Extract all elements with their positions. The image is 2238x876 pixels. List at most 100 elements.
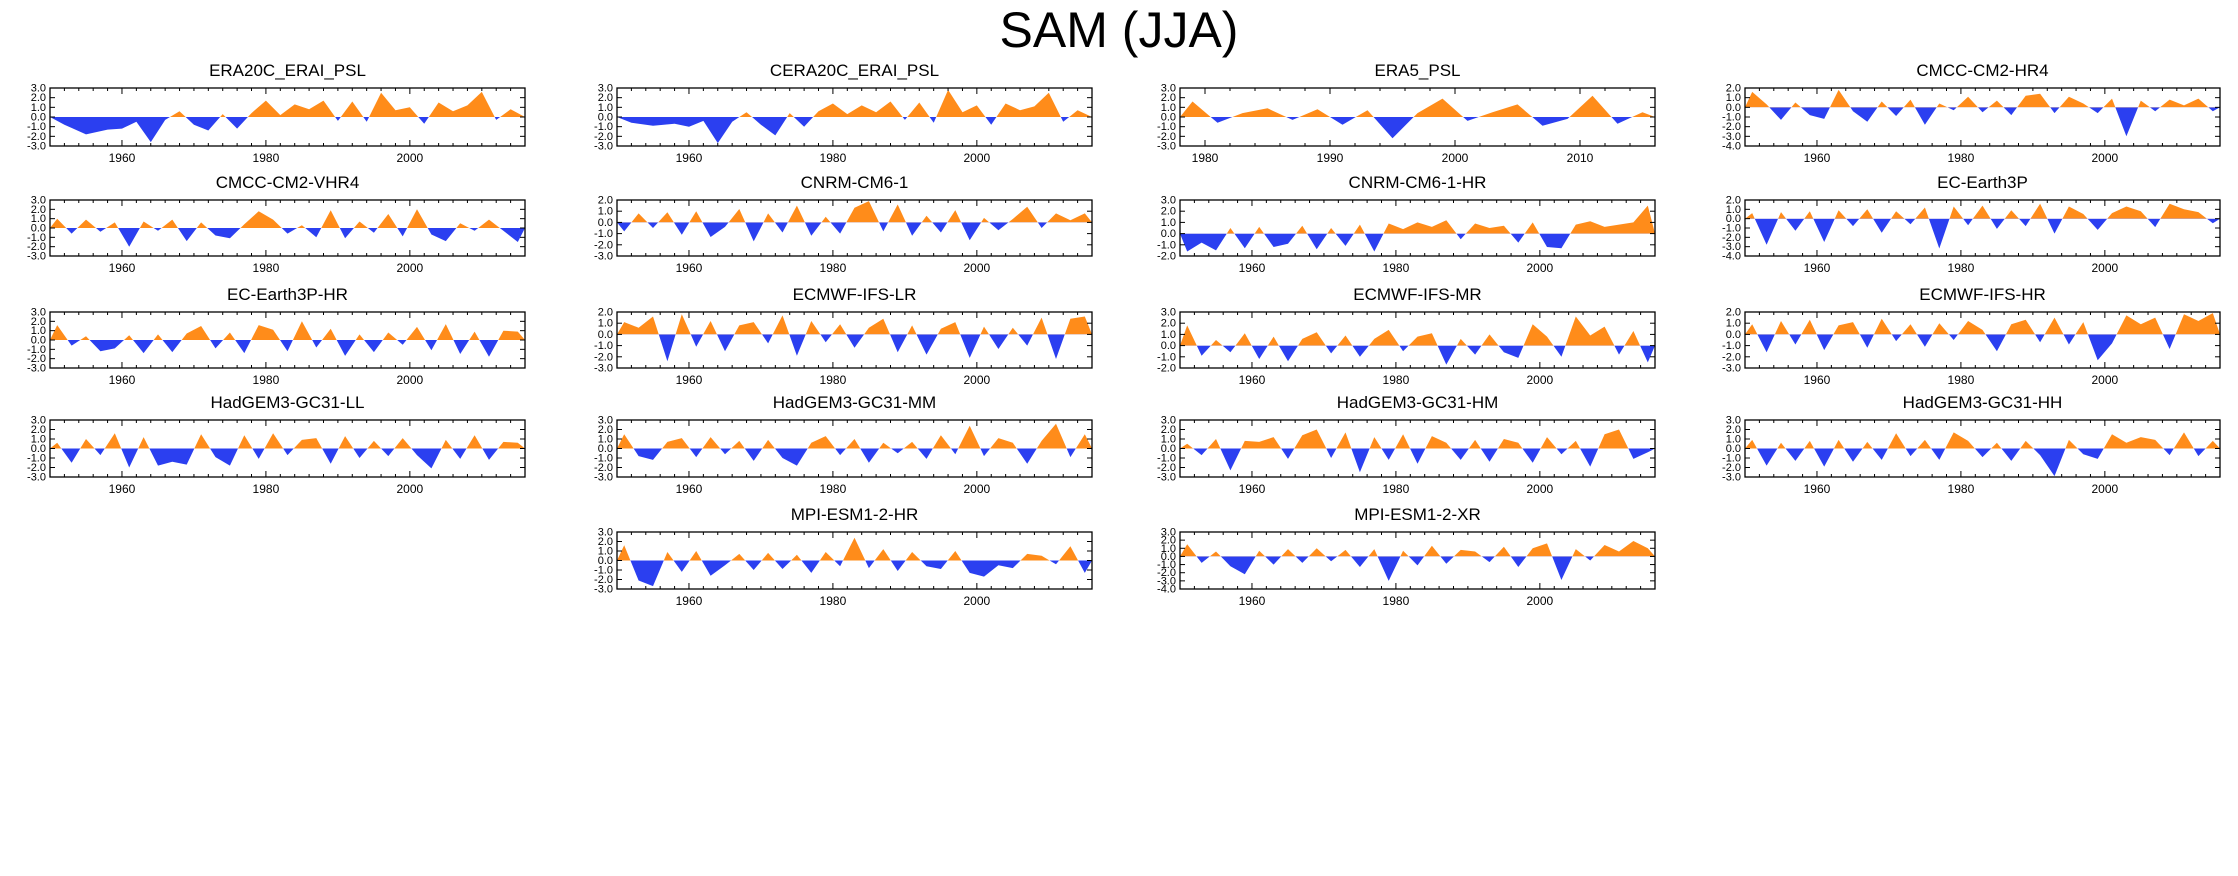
negative-area	[1745, 334, 2220, 361]
y-tick-label: -3.0	[27, 141, 46, 153]
x-tick-label: 1960	[676, 261, 703, 275]
negative-area	[617, 560, 1092, 587]
negative-area	[1180, 448, 1655, 473]
plot-frame	[1179, 531, 1656, 590]
y-tick-label: -1.0	[27, 121, 46, 133]
y-tick-label: -2.0	[594, 131, 613, 143]
x-tick-label: 1980	[1948, 482, 1975, 496]
x-tick-label: 1960	[1239, 594, 1266, 608]
panel-title: ERA20C_ERAI_PSL	[209, 61, 366, 80]
plot-frame	[1744, 87, 2221, 147]
panel-hadgem3-gc31-ll: HadGEM3-GC31-LL 3.02.01.00.0-1.0-2.0-3.0 1…	[27, 393, 526, 496]
y-tick-label: 0.0	[1161, 340, 1176, 352]
y-tick-label: -1.0	[594, 340, 613, 352]
positive-area	[1745, 89, 2220, 108]
y-tick-label: -1.0	[1157, 121, 1176, 133]
y-tick-label: 2.0	[598, 536, 613, 548]
y-tick-label: 2.0	[1726, 195, 1741, 207]
y-tick-label: 1.0	[1726, 204, 1741, 216]
x-tick-label: 1980	[253, 482, 280, 496]
y-tick-label: -2.0	[594, 239, 613, 251]
y-tick-label: 3.0	[1161, 195, 1176, 207]
y-tick-label: -2.0	[1722, 121, 1741, 133]
y-tick-label: -2.0	[1157, 251, 1176, 263]
x-tick-label: 2000	[1526, 594, 1553, 608]
y-tick-label: -3.0	[1157, 141, 1176, 153]
panel-title: MPI-ESM1-2-XR	[1354, 505, 1481, 524]
positive-area	[1745, 203, 2207, 219]
y-tick-label: 0.0	[598, 329, 613, 341]
x-tick-label: 1980	[1948, 261, 1975, 275]
panel-title: CMCC-CM2-VHR4	[216, 173, 360, 192]
y-tick-label: -1.0	[27, 344, 46, 356]
y-tick-label: 1.0	[598, 434, 613, 446]
y-tick-label: 2.0	[31, 316, 46, 328]
y-tick-label: -4.0	[1722, 141, 1741, 153]
y-tick-label: 2.0	[1726, 83, 1741, 95]
y-tick-label: 3.0	[31, 83, 46, 95]
negative-area	[1745, 448, 2220, 477]
negative-area	[1745, 218, 2220, 249]
panel-cmcc-cm2-vhr4: CMCC-CM2-VHR4 3.02.01.00.0-1.0-2.0-3.0 196…	[27, 173, 526, 275]
y-tick-label: 3.0	[1161, 83, 1176, 95]
positive-area	[1180, 95, 1655, 117]
x-tick-label: 2000	[963, 373, 990, 387]
negative-area	[617, 117, 1092, 144]
y-tick-label: 0.0	[1161, 551, 1176, 563]
panel-title: ECMWF-IFS-LR	[793, 285, 917, 304]
y-tick-label: -4.0	[1157, 584, 1176, 596]
x-tick-label: 1960	[1804, 482, 1831, 496]
y-tick-label: 3.0	[598, 527, 613, 539]
panel-ecmwf-ifs-hr: ECMWF-IFS-HR 2.01.00.0-1.0-2.0-3.0 1960 198…	[1722, 285, 2221, 387]
y-tick-label: 0.0	[598, 555, 613, 567]
y-tick-label: -2.0	[27, 462, 46, 474]
plot-frame	[616, 199, 1093, 257]
y-tick-label: 2.0	[1161, 424, 1176, 436]
y-tick-label: 1.0	[1726, 434, 1741, 446]
x-tick-label: 1960	[1239, 261, 1266, 275]
panel-title: HadGEM3-GC31-HH	[1903, 393, 2063, 412]
y-tick-label: 0.0	[1726, 329, 1741, 341]
x-tick-label: 2000	[2091, 151, 2118, 165]
x-tick-label: 2000	[2091, 373, 2118, 387]
y-tick-label: 2.0	[1161, 535, 1176, 547]
x-tick-label: 2000	[963, 482, 990, 496]
y-tick-label: -2.0	[594, 351, 613, 363]
x-tick-label: 1980	[1383, 482, 1410, 496]
y-tick-label: 3.0	[31, 415, 46, 427]
panel-cnrm-cm6-1: CNRM-CM6-1 2.01.00.0-1.0-2.0-3.0 1960 1980 2…	[594, 173, 1093, 275]
y-tick-label: 1.0	[1161, 434, 1176, 446]
x-tick-label: 1980	[820, 482, 847, 496]
x-tick-label: 2000	[1526, 373, 1553, 387]
x-tick-label: 1960	[1239, 482, 1266, 496]
x-tick-label: 2000	[963, 594, 990, 608]
negative-area	[617, 334, 1092, 362]
panel-hadgem3-gc31-mm: HadGEM3-GC31-MM 3.02.01.00.0-1.0-2.0-3.0 1…	[594, 393, 1093, 496]
y-tick-label: -3.0	[1722, 472, 1741, 484]
x-tick-label: 1980	[1192, 151, 1219, 165]
y-tick-label: 3.0	[31, 195, 46, 207]
y-tick-label: 0.0	[31, 112, 46, 124]
x-tick-label: 1980	[1948, 373, 1975, 387]
panel-ec-earth3p: EC-Earth3P 2.01.00.0-1.0-2.0-3.0-4.0 1960 1…	[1722, 173, 2221, 275]
y-tick-label: -1.0	[1722, 453, 1741, 465]
plot-frame	[616, 311, 1093, 369]
positive-area	[50, 433, 525, 449]
x-tick-label: 2010	[1567, 151, 1594, 165]
y-tick-label: -1.0	[1157, 239, 1176, 251]
y-tick-label: -3.0	[1722, 363, 1741, 375]
panel-title: ECMWF-IFS-HR	[1919, 285, 2046, 304]
y-tick-label: 1.0	[31, 325, 46, 337]
y-tick-label: -2.0	[1722, 351, 1741, 363]
x-tick-label: 1960	[676, 482, 703, 496]
panel-ecmwf-ifs-lr: ECMWF-IFS-LR 2.01.00.0-1.0-2.0-3.0 1960 198…	[594, 285, 1093, 387]
y-tick-label: -3.0	[594, 472, 613, 484]
plot-frame	[1744, 311, 2221, 369]
y-tick-label: -3.0	[594, 251, 613, 263]
y-tick-label: -3.0	[594, 141, 613, 153]
negative-area	[50, 340, 525, 357]
x-tick-label: 2000	[1526, 261, 1553, 275]
y-tick-label: 0.0	[1726, 213, 1741, 225]
y-tick-label: -1.0	[1157, 351, 1176, 363]
